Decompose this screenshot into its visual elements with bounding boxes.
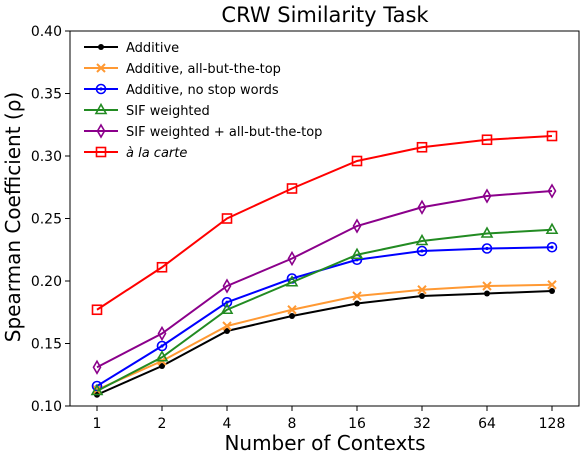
data-point bbox=[546, 241, 558, 253]
x-tick-label: 2 bbox=[158, 416, 167, 432]
legend-marker bbox=[95, 146, 107, 158]
data-point bbox=[157, 325, 167, 342]
data-point bbox=[287, 250, 297, 267]
y-tick-label: 0.15 bbox=[31, 337, 62, 353]
data-point bbox=[482, 281, 492, 291]
x-tick-label: 32 bbox=[413, 416, 431, 432]
data-point bbox=[224, 328, 230, 334]
y-tick-label: 0.40 bbox=[31, 24, 62, 40]
data-point bbox=[220, 302, 234, 315]
data-point bbox=[156, 340, 168, 352]
legend-entry: Additive, no stop words bbox=[84, 83, 279, 98]
data-point bbox=[480, 226, 494, 238]
data-point bbox=[354, 300, 360, 307]
data-point bbox=[90, 383, 104, 396]
y-tick-label: 0.10 bbox=[31, 399, 62, 415]
data-point bbox=[416, 245, 428, 257]
legend-marker bbox=[94, 102, 108, 115]
data-point bbox=[484, 290, 490, 297]
legend-label: SIF weighted bbox=[126, 104, 210, 119]
data-point bbox=[481, 243, 493, 254]
legend-entry: SIF weighted + all-but-the-top bbox=[84, 123, 322, 140]
x-tick-label: 1 bbox=[93, 416, 102, 432]
data-point bbox=[221, 213, 233, 224]
x-axis-label: Number of Contexts bbox=[224, 431, 425, 454]
plot-area: 0.10 0.15 0.20 0.25 0.30 0.35 0.40 1 2 4 8 16 32 64 12… bbox=[31, 24, 580, 432]
data-point bbox=[547, 280, 557, 290]
data-point bbox=[222, 278, 232, 294]
data-point bbox=[481, 134, 493, 146]
y-tick-label: 0.35 bbox=[31, 87, 62, 103]
x-tick-label: 16 bbox=[348, 416, 366, 432]
data-point bbox=[287, 305, 297, 315]
data-point bbox=[415, 233, 429, 246]
data-point bbox=[222, 321, 232, 331]
data-point bbox=[545, 222, 559, 235]
x-tick-label: 64 bbox=[478, 416, 496, 432]
series-line bbox=[96, 135, 553, 311]
data-point bbox=[546, 130, 558, 142]
series-line bbox=[96, 283, 553, 391]
legend-entry: à la carte bbox=[84, 146, 187, 161]
data-point bbox=[285, 275, 299, 287]
x-tick-label: 4 bbox=[223, 416, 232, 432]
data-point bbox=[91, 304, 103, 316]
x-tick-label: 128 bbox=[539, 416, 566, 432]
data-point bbox=[286, 183, 298, 194]
data-point bbox=[417, 199, 427, 215]
data-point bbox=[289, 313, 295, 319]
legend-label: Additive bbox=[126, 41, 179, 56]
x-tick-label: 8 bbox=[288, 416, 297, 432]
data-point bbox=[351, 155, 363, 167]
legend-marker bbox=[96, 123, 106, 139]
legend-marker bbox=[96, 63, 106, 73]
legend-entry: Additive, all-but-the-top bbox=[84, 62, 281, 77]
legend-label: SIF weighted + all-but-the-top bbox=[126, 125, 322, 140]
data-point bbox=[156, 261, 168, 273]
data-point bbox=[221, 296, 233, 308]
legend-marker bbox=[95, 83, 107, 95]
data-point bbox=[92, 359, 102, 375]
y-tick-label: 0.25 bbox=[31, 212, 62, 228]
legend-label: Additive, all-but-the-top bbox=[126, 62, 281, 77]
data-point bbox=[155, 350, 169, 362]
data-point bbox=[417, 285, 427, 295]
legend-entry: SIF weighted bbox=[84, 102, 210, 119]
legend-marker bbox=[98, 44, 104, 50]
data-point bbox=[352, 291, 362, 301]
data-point bbox=[549, 288, 555, 294]
series-line bbox=[96, 190, 553, 369]
data-point bbox=[482, 188, 492, 204]
data-point bbox=[419, 293, 425, 299]
legend: Additive Additive, all-but-the-top Additiv… bbox=[84, 41, 322, 161]
series-line bbox=[96, 228, 553, 392]
legend-label: Additive, no stop words bbox=[126, 83, 279, 98]
data-point bbox=[416, 141, 428, 153]
legend-label: à la carte bbox=[126, 146, 187, 161]
series-line bbox=[96, 290, 553, 396]
data-point bbox=[350, 247, 364, 260]
data-point bbox=[352, 218, 362, 234]
y-axis-label: Spearman Coefficient (ρ) bbox=[1, 92, 25, 342]
y-tick-label: 0.20 bbox=[31, 274, 62, 290]
data-point bbox=[159, 363, 165, 369]
chart-title: CRW Similarity Task bbox=[221, 3, 429, 27]
legend-entry: Additive bbox=[84, 41, 179, 56]
data-point bbox=[547, 183, 557, 199]
y-tick-label: 0.30 bbox=[31, 149, 62, 165]
